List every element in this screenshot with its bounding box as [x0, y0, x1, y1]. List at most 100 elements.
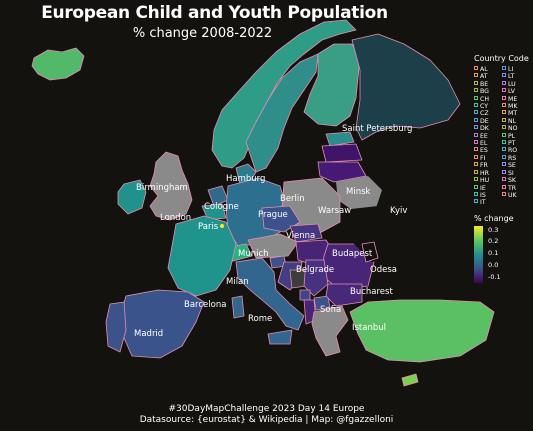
region-uk [149, 151, 193, 221]
country-legend-item: ES [474, 147, 489, 154]
country-code: ES [480, 147, 488, 155]
country-swatch [474, 73, 478, 78]
country-swatch [474, 103, 478, 108]
country-code: RO [508, 147, 518, 155]
country-swatch [474, 140, 478, 145]
city-label: Madrid [134, 329, 163, 339]
country-code: AT [480, 73, 488, 81]
country-legend-column-1: AL AT BE BG CH CY CZ DE DK EE EL ES FI FR HR HU IE IS IT [474, 66, 489, 207]
country-legend-item: FR [474, 162, 489, 169]
country-legend-item: PL [502, 132, 518, 140]
city-label: Saint Petersburg [342, 124, 412, 134]
country-code: TR [508, 184, 517, 192]
region-turkey [349, 299, 495, 363]
country-legend-item: DK [474, 125, 489, 132]
country-swatch [502, 184, 506, 189]
country-legend-item: RO [502, 147, 518, 154]
city-label: Warsaw [318, 206, 351, 216]
city-label: Budapest [332, 249, 373, 259]
country-legend-item: DE [474, 117, 489, 125]
change-legend-tick: 0.2 [488, 237, 499, 246]
city-label: Minsk [346, 187, 371, 197]
country-code: CY [480, 103, 488, 111]
change-legend-tick: 0.1 [488, 249, 499, 258]
region-finland [303, 43, 361, 127]
country-code: EL [480, 140, 488, 148]
country-swatch [502, 125, 506, 130]
country-swatch [502, 73, 506, 78]
region-belgium [201, 203, 227, 221]
region-serbia [303, 259, 329, 297]
country-code: DE [480, 117, 489, 125]
country-swatch [502, 154, 506, 159]
country-legend-item: TR [502, 184, 518, 192]
country-code: MK [508, 103, 518, 111]
country-code: BE [480, 80, 489, 88]
country-code: AL [480, 66, 488, 73]
city-label: Cologne [204, 202, 239, 212]
country-code: LI [508, 66, 514, 73]
region-denmark [235, 163, 257, 185]
country-swatch [474, 184, 478, 189]
country-legend-item: LI [502, 66, 518, 73]
country-legend-item: BE [474, 80, 489, 88]
city-label: Hamburg [226, 174, 265, 184]
country-swatch [502, 66, 506, 70]
country-code: UK [508, 191, 517, 199]
paris-marker [220, 224, 224, 228]
country-code: CZ [480, 110, 489, 118]
country-legend-title: Country Code [474, 54, 529, 63]
region-portugal [105, 301, 127, 353]
country-legend-item: EL [474, 140, 489, 147]
country-legend-item: CY [474, 103, 489, 110]
change-legend-tick: 0.0 [488, 261, 499, 270]
city-label: London [160, 213, 191, 223]
country-swatch [474, 66, 478, 70]
country-swatch [502, 169, 506, 174]
country-legend-item: MT [502, 110, 518, 117]
country-swatch [474, 132, 478, 137]
country-code: LT [508, 73, 515, 81]
country-code: MT [508, 110, 518, 118]
region-ukraine [342, 206, 420, 262]
country-swatch [474, 154, 478, 159]
country-swatch [502, 140, 506, 145]
country-legend-item: IT [474, 199, 489, 206]
country-legend-item: HR [474, 169, 489, 177]
region-latvia [321, 143, 363, 163]
change-legend-tick: -0.1 [488, 273, 501, 282]
country-swatch [474, 199, 478, 204]
region-ireland [117, 179, 147, 215]
country-swatch [502, 88, 506, 93]
city-label: Munich [238, 249, 269, 259]
country-swatch [502, 103, 506, 108]
country-legend-item: MK [502, 103, 518, 110]
title-block: European Child and Youth Population % ch… [0, 3, 533, 41]
change-legend-tick: 0.3 [488, 225, 499, 234]
country-legend-item: IS [474, 191, 489, 199]
country-code: PL [508, 132, 516, 140]
city-label: Birmingham [136, 183, 188, 193]
country-swatch [474, 177, 478, 182]
country-code: IS [480, 191, 486, 199]
city-label: Vienna [286, 231, 315, 241]
country-swatch [474, 110, 478, 115]
city-label: Barcelona [184, 300, 226, 310]
city-label: Kyiv [390, 206, 407, 216]
region-greece [311, 305, 349, 357]
country-legend-item: ME [502, 95, 518, 103]
region-cyprus [401, 373, 419, 387]
country-code: HR [480, 169, 489, 177]
city-label: Odesa [370, 265, 397, 275]
country-legend-item: CZ [474, 110, 489, 117]
country-code: SE [508, 162, 516, 170]
city-label: Prague [258, 210, 288, 220]
footer-line-2: Datasource: {eurostat} & Wikipedia | Map… [139, 415, 394, 425]
country-code: EE [480, 132, 488, 140]
region-bulgaria [325, 283, 363, 307]
country-code: BG [480, 88, 489, 96]
country-legend-item: SK [502, 177, 518, 184]
region-russia [351, 33, 461, 141]
region-france [167, 215, 237, 297]
